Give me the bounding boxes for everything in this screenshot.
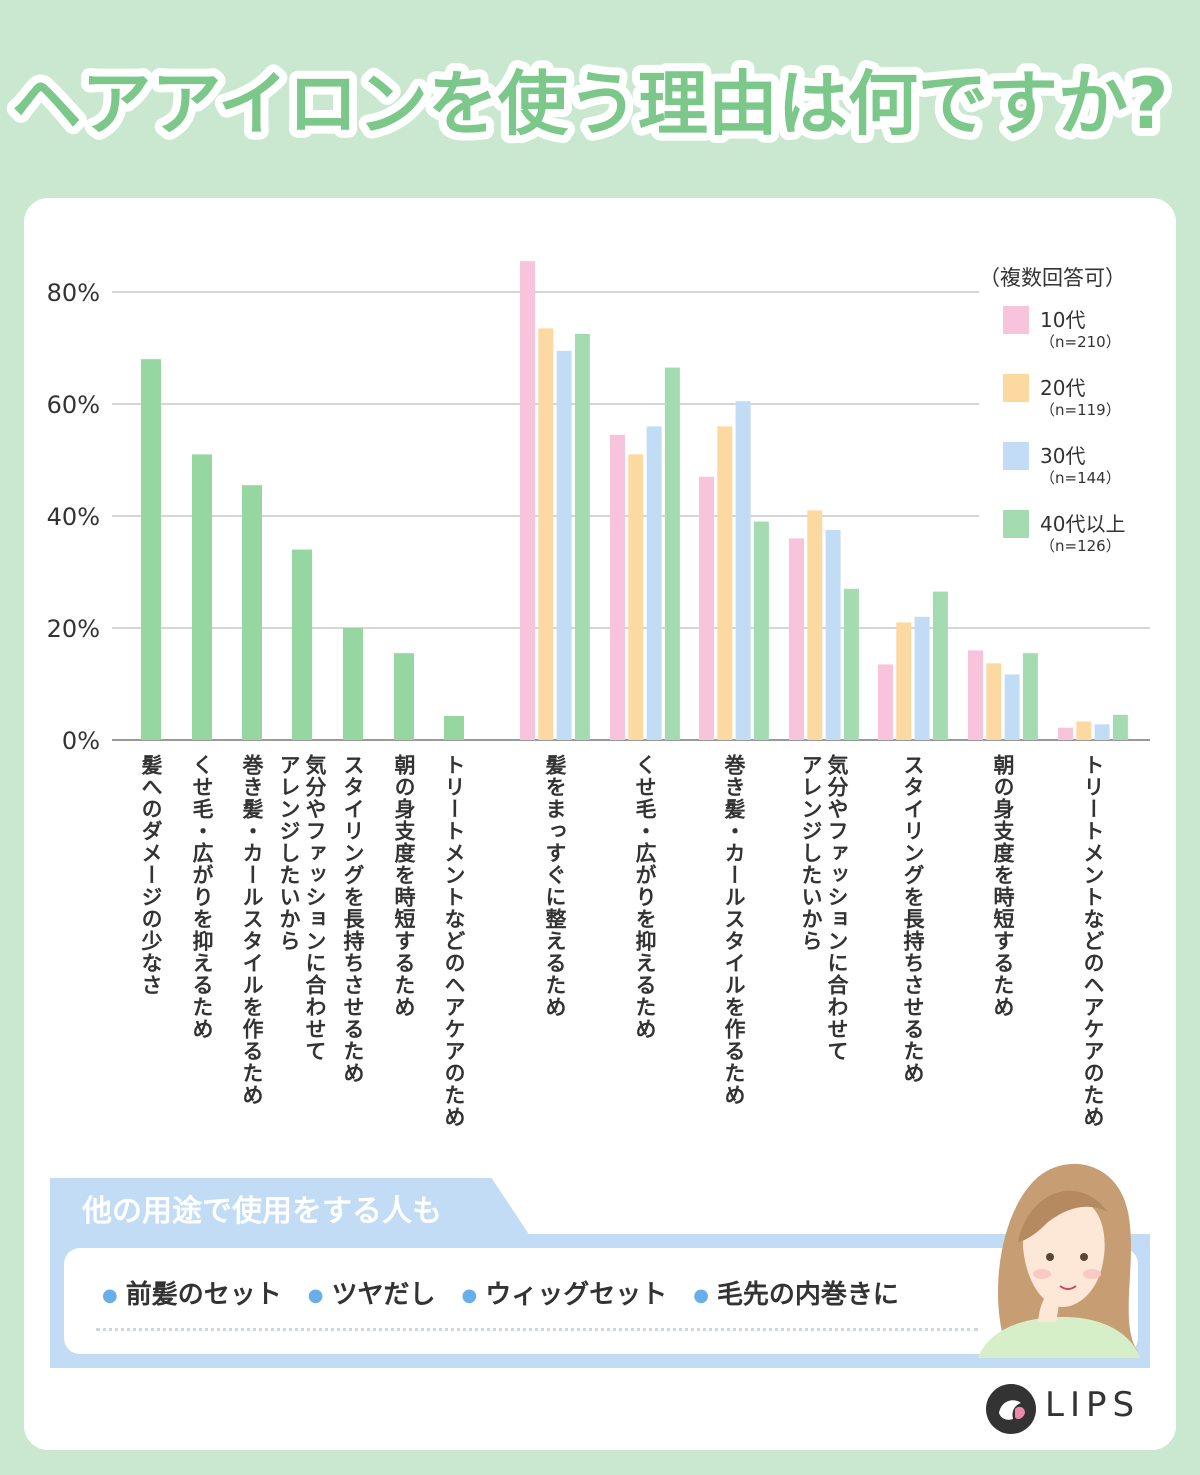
bar-30代	[1094, 724, 1110, 740]
other-use-item: ● ツヤだし	[308, 1274, 436, 1311]
other-uses-box: ● 前髪のセット ● ツヤだし ● ウィッグセット ● 毛先の内巻きに	[64, 1248, 1138, 1354]
other-uses-title: 他の用途で使用をする人も	[82, 1194, 442, 1229]
y-tick-label: 20%	[47, 615, 100, 643]
y-tick-label: 0%	[62, 727, 100, 755]
bar-10代	[878, 664, 893, 740]
category-label: 髪をまっすぐに整えるため	[543, 754, 567, 1018]
other-uses-list: ● 前髪のセット ● ツヤだし ● ウィッグセット ● 毛先の内巻きに	[102, 1274, 899, 1311]
y-tick-label: 80%	[47, 279, 100, 307]
other-use-text: 前髪のセット	[125, 1280, 282, 1310]
legend-swatch	[1003, 442, 1029, 470]
legend-sample-size: （n=126）	[1040, 537, 1121, 555]
other-use-text: ウィッグセット	[485, 1280, 668, 1310]
bar-30代	[825, 530, 841, 740]
category-label: スタイリングを長持ちさせるため	[341, 754, 365, 1084]
category-label: 巻き髪・カールスタイルを作るため	[240, 754, 264, 1106]
y-tick-label: 40%	[47, 503, 100, 531]
bar-chart: 0% 20% 40% 60% 80%	[47, 261, 1150, 755]
dotted-divider	[96, 1328, 978, 1331]
category-label: 巻き髪・カールスタイルを作るため	[722, 754, 746, 1106]
category-label: 髪へのダメージの少なさ	[139, 754, 163, 996]
bullet-icon: ●	[307, 1285, 324, 1306]
bar-40代以上	[1112, 714, 1128, 740]
bar-overall	[141, 359, 161, 740]
bar-overall	[292, 549, 312, 740]
bar-10代	[789, 538, 804, 740]
bullet-icon: ●	[461, 1285, 478, 1306]
category-label: くせ毛・広がりを抑えるため	[633, 754, 657, 1040]
bar-40代以上	[574, 334, 590, 740]
category-label: 気分やファッションに合わせて アレンジしたいから	[799, 754, 849, 1062]
legend-label: 30代	[1040, 444, 1086, 468]
other-uses-panel: 他の用途で使用をする人も ● 前髪のセット ● ツヤだし ● ウィッグセット ● 毛先の内巻き…	[50, 1178, 1150, 1368]
other-use-item: ● 前髪のセット	[102, 1274, 282, 1311]
bullet-icon: ●	[102, 1285, 118, 1306]
legend-swatch	[1003, 510, 1029, 538]
legend-sample-size: （n=144）	[1040, 469, 1121, 487]
bar-overall	[444, 715, 464, 740]
bar-20代	[628, 454, 644, 740]
bar-40代以上	[1022, 653, 1038, 740]
legend-item: 10代 （n=210）	[975, 304, 1175, 372]
lips-logo-icon	[986, 1384, 1036, 1434]
bar-10代	[520, 261, 535, 740]
other-use-text: ツヤだし	[331, 1280, 436, 1310]
category-label: トリートメントなどのヘアケアのため	[1081, 754, 1105, 1128]
legend-label: 40代以上	[1040, 512, 1126, 536]
bar-overall	[394, 653, 414, 740]
brand-logo: LIPS	[985, 1383, 1134, 1434]
woman-illustration	[978, 1163, 1140, 1358]
bar-20代	[986, 663, 1002, 740]
bullet-icon: ●	[693, 1285, 709, 1306]
legend-sample-size: （n=210）	[1040, 333, 1121, 351]
legend-swatch	[1003, 374, 1029, 402]
bar-40代以上	[664, 367, 680, 740]
category-label: 朝の身支度を時短するため	[392, 754, 416, 1018]
bar-10代	[968, 650, 983, 740]
bar-40代以上	[843, 588, 859, 740]
legend-label: 20代	[1040, 376, 1086, 400]
legend-sample-size: （n=119）	[1040, 401, 1121, 419]
category-label: くせ毛・広がりを抑えるため	[190, 754, 214, 1040]
bar-20代	[896, 622, 912, 740]
bar-20代	[538, 328, 554, 740]
legend-item: 20代 （n=119）	[975, 372, 1175, 440]
other-use-item: ● ウィッグセット	[461, 1274, 667, 1311]
bar-10代	[699, 476, 714, 740]
legend-label: 10代	[1040, 308, 1086, 332]
bar-20代	[807, 510, 823, 740]
other-use-item: ● 毛先の内巻きに	[693, 1274, 899, 1311]
bar-30代	[735, 401, 751, 740]
bar-20代	[717, 426, 733, 740]
legend-swatch	[1003, 306, 1029, 334]
bar-40代以上	[932, 591, 948, 740]
bar-30代	[914, 616, 930, 740]
category-label: 朝の身支度を時短するため	[991, 754, 1015, 1018]
legend-item: 40代以上 （n=126）	[975, 508, 1175, 576]
other-uses-band: ● 前髪のセット ● ツヤだし ● ウィッグセット ● 毛先の内巻きに	[50, 1234, 1150, 1368]
title-outline: ヘアアイロンを使う理由は何ですか?	[11, 63, 1168, 145]
bar-40代以上	[753, 521, 769, 740]
other-uses-tab	[50, 1178, 530, 1236]
bar-overall	[242, 485, 262, 740]
y-tick-label: 60%	[47, 391, 100, 419]
legend-title: （複数回答可）	[979, 266, 1126, 290]
category-label: 気分やファッションに合わせて アレンジしたいから	[277, 754, 327, 1062]
bar-30代	[556, 350, 572, 740]
other-use-text: 毛先の内巻きに	[716, 1280, 899, 1310]
bar-10代	[610, 434, 625, 740]
bar-30代	[646, 426, 662, 740]
bar-overall	[192, 454, 212, 740]
bar-30代	[1004, 674, 1020, 740]
bar-overall	[343, 628, 363, 740]
page-title: ヘアアイロンを使う理由は何ですか? ヘアアイロンを使う理由は何ですか?	[0, 40, 1200, 170]
bar-10代	[1058, 727, 1073, 740]
title-text: ヘアアイロンを使う理由は何ですか?	[11, 63, 1168, 145]
legend: （複数回答可） 10代 （n=210） 20代 （n=119） 30代 （n=144） 40…	[975, 262, 1175, 576]
bar-20代	[1076, 721, 1092, 740]
category-label: トリートメントなどのヘアケアのため	[442, 754, 466, 1128]
brand-name: LIPS	[1045, 1385, 1141, 1425]
category-label: スタイリングを長持ちさせるため	[901, 754, 925, 1084]
legend-item: 30代 （n=144）	[975, 440, 1175, 508]
